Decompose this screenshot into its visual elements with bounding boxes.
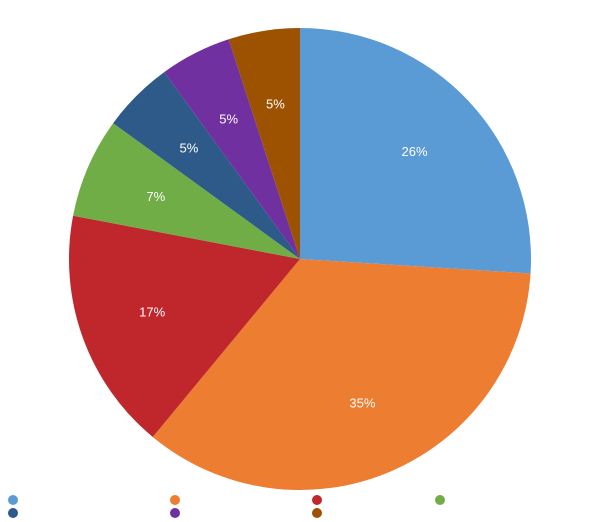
legend-swatch-icon	[8, 508, 18, 518]
pie-slice	[68, 215, 300, 437]
pie-slice-label: 17%	[139, 305, 165, 320]
pie-slice	[228, 28, 300, 259]
pie-slice	[164, 39, 300, 260]
legend-swatch-icon	[312, 495, 322, 505]
pie-slice	[152, 259, 531, 490]
pie-slice-label: 26%	[401, 144, 427, 159]
pie-slice-label: 5%	[180, 140, 199, 155]
pie-slice	[113, 72, 301, 260]
legend-swatch-icon	[8, 495, 18, 505]
pie-slice-label: 5%	[266, 96, 285, 111]
legend-swatch-icon	[312, 508, 322, 518]
legend-swatch-icon	[170, 495, 180, 505]
pie-slice-label: 5%	[219, 112, 238, 127]
pie-slice	[300, 28, 531, 274]
pie-slice-label: 7%	[146, 189, 165, 204]
legend-swatch-icon	[170, 508, 180, 518]
legend-swatch-icon	[435, 495, 445, 505]
pie-slice	[73, 123, 300, 259]
pie-slice-label: 35%	[349, 396, 375, 411]
